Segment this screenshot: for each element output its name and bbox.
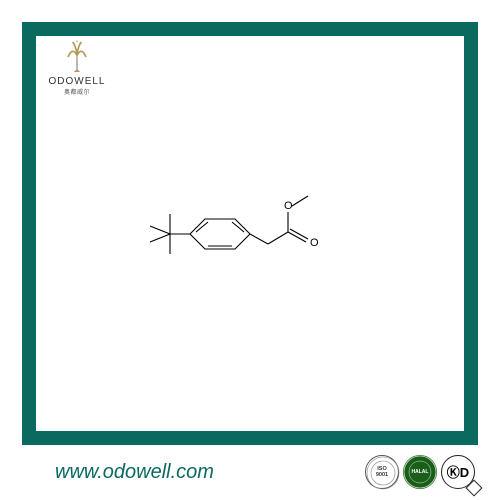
cert-iso-icon: ISO 9001 (365, 455, 399, 489)
cert-kosher-notch (466, 480, 483, 497)
product-frame: ODOWELL 奥都威尔 (22, 22, 478, 445)
brand-logo: ODOWELL 奥都威尔 (37, 37, 117, 97)
chemical-structure: O O (140, 184, 360, 284)
atom-label-o2: O (310, 237, 319, 249)
certification-badges: ISO 9001 HALAL ⓀD (365, 455, 475, 489)
cert-kosher-glyph: ⓀD (447, 466, 469, 479)
cert-kosher-icon: ⓀD (441, 455, 475, 489)
cert-halal-icon: HALAL (403, 455, 437, 489)
logo-mark-icon (62, 39, 92, 75)
footer-bar: www.odowell.com ISO 9001 HALAL ⓀD (0, 448, 500, 496)
cert-halal-text: HALAL (412, 469, 429, 475)
atom-label-o1: O (284, 200, 293, 212)
brand-cjk: 奥都威尔 (64, 87, 90, 96)
brand-name: ODOWELL (48, 76, 105, 87)
brand-url: www.odowell.com (55, 461, 214, 484)
cert-iso-line2: 9001 (376, 472, 388, 478)
